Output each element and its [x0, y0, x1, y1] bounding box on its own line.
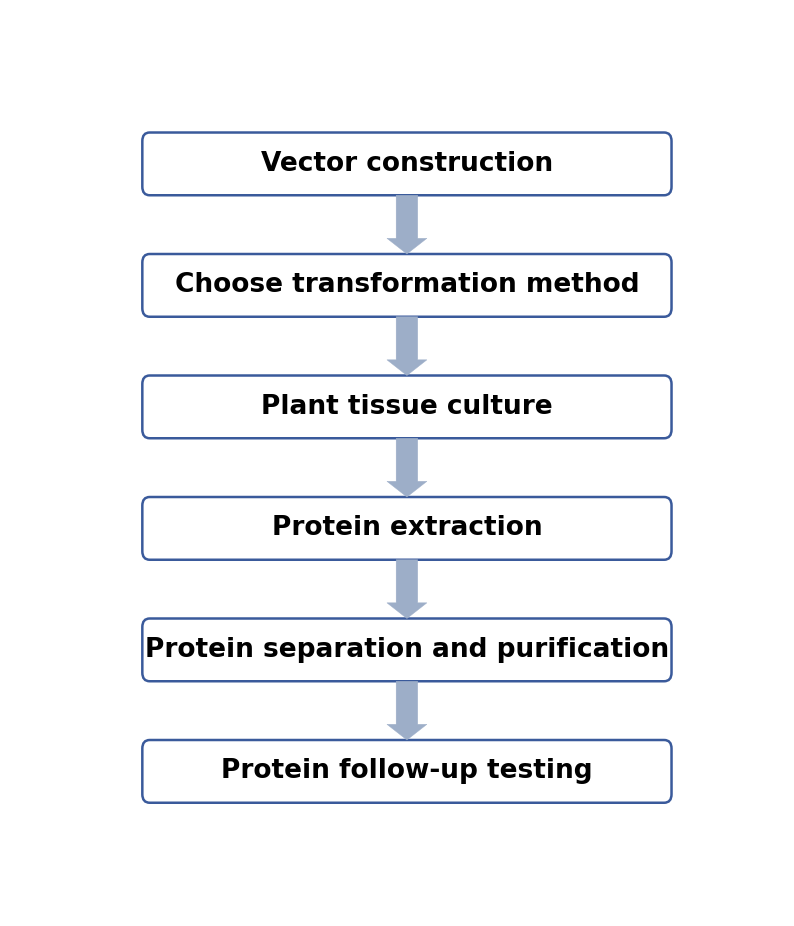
Text: Choose transformation method: Choose transformation method	[175, 272, 639, 298]
FancyBboxPatch shape	[142, 497, 672, 559]
FancyBboxPatch shape	[142, 619, 672, 682]
Text: Protein follow-up testing: Protein follow-up testing	[221, 758, 593, 784]
Polygon shape	[387, 317, 427, 376]
Polygon shape	[387, 195, 427, 254]
Text: Protein separation and purification: Protein separation and purification	[145, 637, 669, 663]
FancyBboxPatch shape	[142, 132, 672, 195]
Text: Vector construction: Vector construction	[261, 151, 553, 177]
FancyBboxPatch shape	[142, 254, 672, 317]
Polygon shape	[387, 438, 427, 497]
FancyBboxPatch shape	[142, 376, 672, 438]
Text: Plant tissue culture: Plant tissue culture	[261, 394, 553, 419]
Text: Protein extraction: Protein extraction	[272, 516, 542, 542]
FancyBboxPatch shape	[142, 740, 672, 803]
Polygon shape	[387, 682, 427, 740]
Polygon shape	[387, 559, 427, 619]
